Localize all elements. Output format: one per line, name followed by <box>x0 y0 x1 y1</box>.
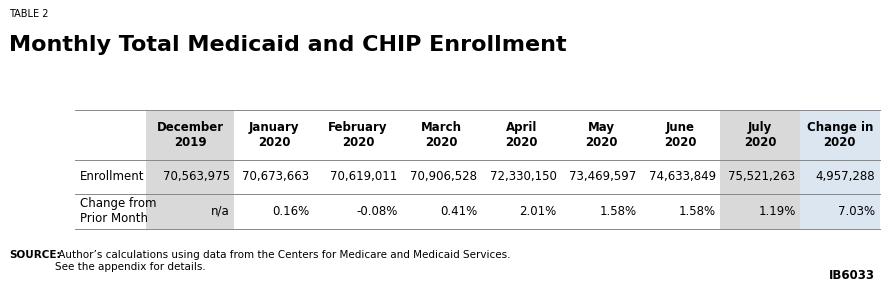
Text: 75,521,263: 75,521,263 <box>728 171 796 183</box>
Text: Monthly Total Medicaid and CHIP Enrollment: Monthly Total Medicaid and CHIP Enrollme… <box>9 35 567 55</box>
Text: June
2020: June 2020 <box>664 121 697 149</box>
Text: 1.58%: 1.58% <box>599 205 636 218</box>
Text: 0.16%: 0.16% <box>272 205 309 218</box>
Text: 70,906,528: 70,906,528 <box>410 171 477 183</box>
Text: 73,469,597: 73,469,597 <box>569 171 636 183</box>
Text: 7.03%: 7.03% <box>838 205 875 218</box>
Text: 2.01%: 2.01% <box>520 205 557 218</box>
Text: July
2020: July 2020 <box>744 121 776 149</box>
Text: Enrollment: Enrollment <box>80 171 144 183</box>
Text: 70,619,011: 70,619,011 <box>331 171 398 183</box>
Text: TABLE 2: TABLE 2 <box>9 9 49 19</box>
Text: n/a: n/a <box>211 205 230 218</box>
Text: 70,673,663: 70,673,663 <box>242 171 309 183</box>
Text: March
2020: March 2020 <box>422 121 462 149</box>
Text: 70,563,975: 70,563,975 <box>163 171 230 183</box>
Text: Author’s calculations using data from the Centers for Medicare and Medicaid Serv: Author’s calculations using data from th… <box>55 250 510 271</box>
Text: Change in
2020: Change in 2020 <box>806 121 873 149</box>
Text: 4,957,288: 4,957,288 <box>816 171 875 183</box>
Text: -0.08%: -0.08% <box>356 205 398 218</box>
Text: January
2020: January 2020 <box>249 121 300 149</box>
Text: SOURCE:: SOURCE: <box>9 250 60 260</box>
Text: 74,633,849: 74,633,849 <box>649 171 716 183</box>
Text: May
2020: May 2020 <box>584 121 617 149</box>
Text: December
2019: December 2019 <box>156 121 224 149</box>
Text: 72,330,150: 72,330,150 <box>490 171 557 183</box>
Text: 0.41%: 0.41% <box>440 205 477 218</box>
Text: 1.58%: 1.58% <box>679 205 716 218</box>
Text: April
2020: April 2020 <box>505 121 537 149</box>
Text: Change from
Prior Month: Change from Prior Month <box>80 198 156 225</box>
Text: IB6033: IB6033 <box>829 269 875 282</box>
Text: February
2020: February 2020 <box>328 121 388 149</box>
Text: 1.19%: 1.19% <box>758 205 796 218</box>
